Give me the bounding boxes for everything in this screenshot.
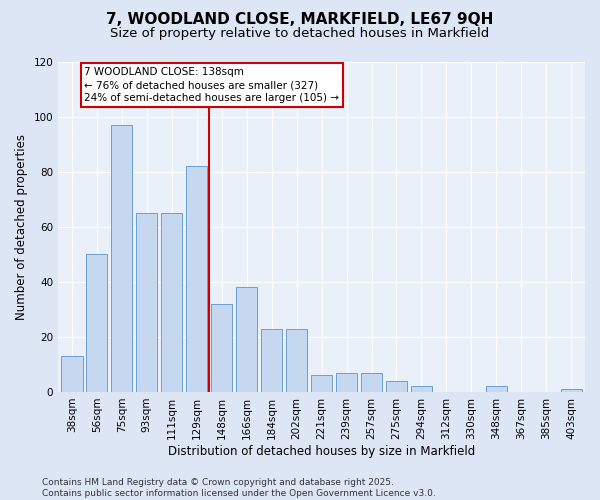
- Bar: [136, 213, 157, 392]
- Text: 7, WOODLAND CLOSE, MARKFIELD, LE67 9QH: 7, WOODLAND CLOSE, MARKFIELD, LE67 9QH: [106, 12, 494, 28]
- Bar: [161, 213, 182, 392]
- Bar: [311, 376, 332, 392]
- Bar: [486, 386, 507, 392]
- Bar: [86, 254, 107, 392]
- Bar: [111, 125, 133, 392]
- Text: Size of property relative to detached houses in Markfield: Size of property relative to detached ho…: [110, 28, 490, 40]
- Bar: [386, 381, 407, 392]
- Bar: [336, 372, 357, 392]
- Bar: [560, 389, 582, 392]
- Bar: [211, 304, 232, 392]
- Bar: [411, 386, 432, 392]
- Bar: [61, 356, 83, 392]
- Bar: [236, 288, 257, 392]
- Bar: [361, 372, 382, 392]
- Bar: [186, 166, 208, 392]
- Bar: [286, 328, 307, 392]
- X-axis label: Distribution of detached houses by size in Markfield: Distribution of detached houses by size …: [168, 444, 475, 458]
- Text: 7 WOODLAND CLOSE: 138sqm
← 76% of detached houses are smaller (327)
24% of semi-: 7 WOODLAND CLOSE: 138sqm ← 76% of detach…: [85, 67, 340, 104]
- Y-axis label: Number of detached properties: Number of detached properties: [15, 134, 28, 320]
- Text: Contains HM Land Registry data © Crown copyright and database right 2025.
Contai: Contains HM Land Registry data © Crown c…: [42, 478, 436, 498]
- Bar: [261, 328, 282, 392]
